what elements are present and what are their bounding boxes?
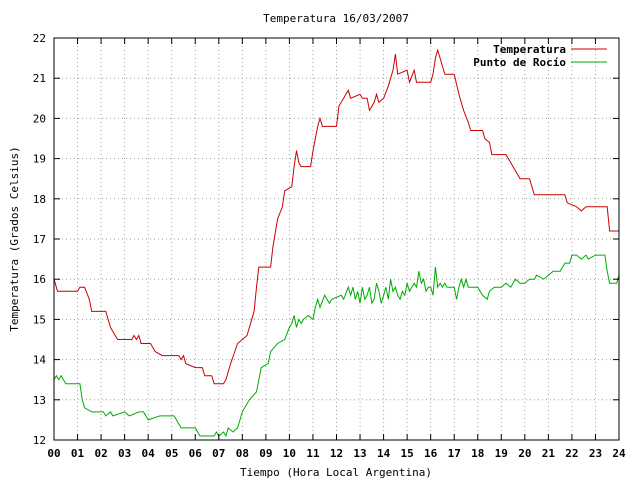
x-tick-label: 23 <box>589 447 602 460</box>
temperature-series-line <box>53 48 619 385</box>
chart-grid <box>54 38 619 440</box>
x-tick-label: 00 <box>47 447 60 460</box>
x-tick-label: 03 <box>118 447 131 460</box>
x-tick-label: 09 <box>259 447 272 460</box>
y-tick-label: 21 <box>33 72 46 85</box>
x-tick-label: 14 <box>377 447 391 460</box>
x-tick-label: 21 <box>542 447 556 460</box>
x-tick-label: 17 <box>448 447 461 460</box>
dew-point-series-line <box>53 254 620 438</box>
x-tick-label: 08 <box>236 447 249 460</box>
y-axis: 12 13 14 15 16 17 18 19 20 21 22 <box>33 32 619 447</box>
x-tick-label: 07 <box>212 447 225 460</box>
y-axis-label: Temperatura (Grados Celsius) <box>8 146 21 331</box>
x-tick-label: 15 <box>401 447 414 460</box>
x-axis: 00 01 02 03 04 05 06 07 08 09 10 11 12 13 14 15 16 17 18 19… <box>47 38 626 460</box>
chart-series <box>53 48 620 438</box>
y-tick-label: 19 <box>33 153 46 166</box>
x-tick-label: 24 <box>612 447 626 460</box>
x-axis-label: Tiempo (Hora Local Argentina) <box>240 466 432 479</box>
x-tick-label: 11 <box>306 447 320 460</box>
x-tick-label: 20 <box>518 447 531 460</box>
y-tick-label: 14 <box>33 354 47 367</box>
x-tick-label: 10 <box>283 447 296 460</box>
x-tick-label: 22 <box>565 447 578 460</box>
x-tick-label: 13 <box>353 447 366 460</box>
y-tick-label: 12 <box>33 434 46 447</box>
y-tick-label: 18 <box>33 193 46 206</box>
y-tick-label: 22 <box>33 32 46 45</box>
y-tick-label: 13 <box>33 394 46 407</box>
legend-label-dew-point: Punto de Rocío <box>473 56 566 69</box>
y-tick-label: 16 <box>33 273 46 286</box>
x-tick-label: 18 <box>471 447 484 460</box>
x-tick-label: 02 <box>94 447 107 460</box>
x-tick-label: 05 <box>165 447 178 460</box>
x-tick-label: 04 <box>142 447 156 460</box>
x-tick-label: 06 <box>189 447 203 460</box>
legend-label-temperature: Temperatura <box>493 43 566 56</box>
x-tick-label: 12 <box>330 447 343 460</box>
y-tick-label: 17 <box>33 233 46 246</box>
x-tick-label: 01 <box>71 447 85 460</box>
x-tick-label: 16 <box>424 447 438 460</box>
y-tick-label: 15 <box>33 313 46 326</box>
chart-title: Temperatura 16/03/2007 <box>263 12 409 25</box>
x-tick-label: 19 <box>495 447 508 460</box>
y-tick-label: 20 <box>33 112 46 125</box>
